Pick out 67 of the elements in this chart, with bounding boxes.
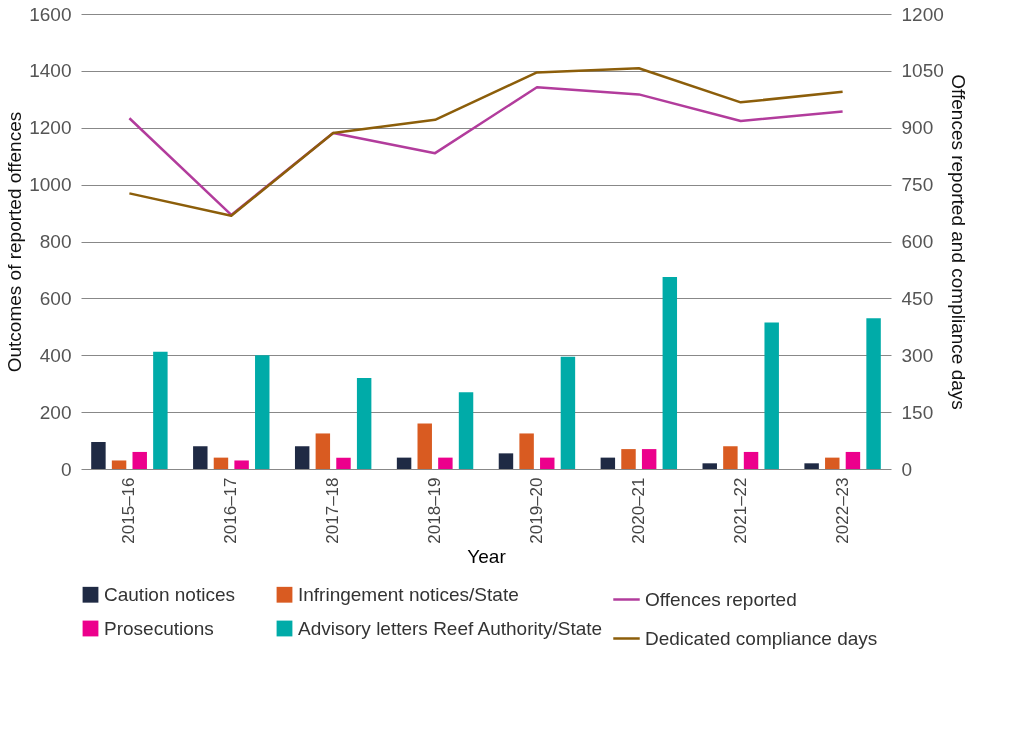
x-tick-label: 2015–16 (119, 477, 139, 544)
x-tick-label: 2022–23 (832, 477, 852, 544)
bar (336, 457, 351, 469)
y-axis-title: Outcomes of reported offences (4, 111, 26, 373)
bar (641, 449, 657, 469)
x-tick-label: 2018–19 (425, 477, 445, 544)
bar (438, 457, 453, 469)
bar (153, 351, 168, 469)
bar (764, 322, 779, 469)
bar (560, 356, 576, 469)
bar (234, 460, 249, 469)
x-tick-label: 2021–22 (730, 477, 750, 544)
y-tick-label: 200 (39, 401, 72, 423)
bar (498, 453, 514, 469)
y-tick-label: 600 (39, 287, 72, 309)
x-tick-label: 2017–18 (323, 477, 343, 544)
bar (213, 457, 229, 469)
bar (723, 446, 738, 469)
legend-label: Caution notices (104, 583, 235, 605)
y2-tick-label: 1200 (901, 3, 944, 25)
legend-label: Infringement notices/State (298, 583, 519, 605)
y-tick-label: 1400 (29, 60, 72, 82)
y2-tick-label: 750 (901, 174, 934, 196)
bar (621, 449, 636, 469)
y2-tick-label: 150 (901, 401, 934, 423)
bar (804, 463, 819, 469)
y2-tick-label: 0 (901, 458, 913, 480)
bar (294, 446, 310, 469)
y2-tick-label: 600 (901, 231, 934, 252)
y2-tick-label: 900 (901, 117, 934, 139)
x-tick-label: 2016–17 (221, 477, 241, 544)
bar (458, 392, 474, 469)
bar (662, 277, 678, 469)
bar (132, 451, 147, 469)
bar (356, 378, 372, 469)
bar (866, 318, 881, 469)
x-axis-title: Year (467, 545, 507, 567)
y2-axis-title: Offences reported and compliance days (947, 74, 969, 410)
y2-tick-label: 300 (901, 344, 934, 366)
x-tick-label: 2019–20 (526, 477, 546, 544)
bar (417, 423, 432, 469)
legend-label: Offences reported (645, 588, 797, 610)
bar (193, 446, 208, 469)
y-tick-label: 400 (39, 344, 72, 366)
bar (111, 460, 127, 469)
y-tick-label: 1600 (29, 3, 72, 25)
y-tick-label: 0 (60, 458, 72, 480)
y2-tick-label: 1050 (901, 60, 944, 82)
y-tick-label: 1200 (29, 117, 72, 139)
bar (825, 457, 840, 469)
bar (396, 457, 412, 469)
bar (845, 451, 861, 469)
legend-label: Prosecutions (104, 617, 214, 639)
y2-tick-label: 450 (901, 287, 934, 309)
bar (702, 463, 717, 469)
bar (540, 457, 555, 469)
legend-label: Dedicated compliance days (645, 627, 878, 649)
y-tick-label: 1000 (29, 174, 72, 196)
x-tick-label: 2020–21 (628, 477, 648, 544)
bar (315, 433, 331, 469)
bar (519, 433, 534, 469)
legend-label: Advisory letters Reef Authority/State (298, 617, 603, 639)
y-tick-label: 800 (39, 231, 72, 252)
bar (600, 457, 616, 469)
bar (91, 441, 106, 469)
bar (743, 451, 759, 469)
bar (255, 355, 270, 469)
